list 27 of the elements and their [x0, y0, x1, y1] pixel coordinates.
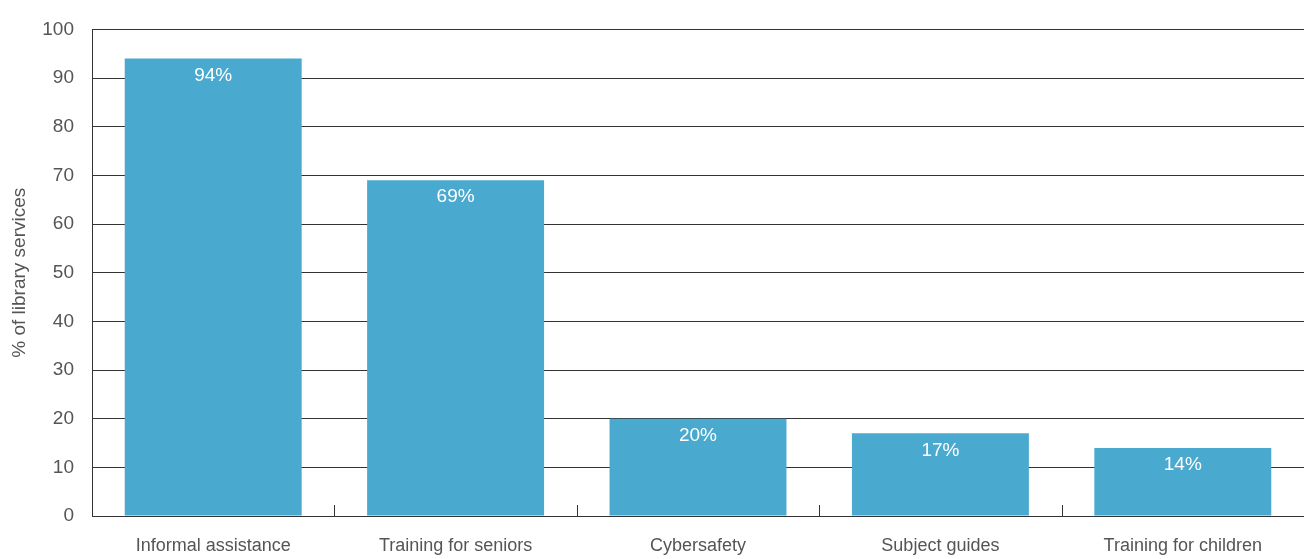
data-label: 69%	[436, 185, 475, 207]
y-tick-label: 10	[52, 455, 74, 477]
y-tick-label: 100	[42, 17, 74, 39]
y-tick-label: 30	[52, 358, 74, 380]
x-tick-label: Informal assistance	[135, 534, 291, 555]
x-tick-label: Subject guides	[881, 534, 1000, 555]
y-tick-label: 60	[52, 212, 74, 234]
y-tick-label: 40	[52, 309, 74, 331]
y-tick-label: 90	[52, 66, 74, 88]
bar	[1094, 447, 1272, 516]
y-tick-label: 80	[52, 114, 74, 136]
x-tick-label: Training for children	[1103, 534, 1262, 555]
bar	[367, 180, 545, 516]
data-label: 20%	[678, 423, 718, 445]
y-tick-label: 20	[52, 406, 74, 428]
data-label: 14%	[1163, 453, 1202, 475]
data-label: 17%	[921, 438, 960, 460]
x-tick-label: Training for seniors	[378, 534, 533, 555]
y-tick-label: 70	[52, 163, 74, 185]
bar	[851, 433, 1029, 516]
y-axis-title: % of library services	[7, 187, 29, 358]
y-tick-label: 50	[52, 260, 74, 282]
y-tick-label: 0	[63, 504, 74, 526]
bar	[609, 418, 787, 516]
x-tick-label: Cybersafety	[649, 534, 747, 555]
data-label: 94%	[194, 63, 233, 85]
bar	[124, 58, 302, 516]
